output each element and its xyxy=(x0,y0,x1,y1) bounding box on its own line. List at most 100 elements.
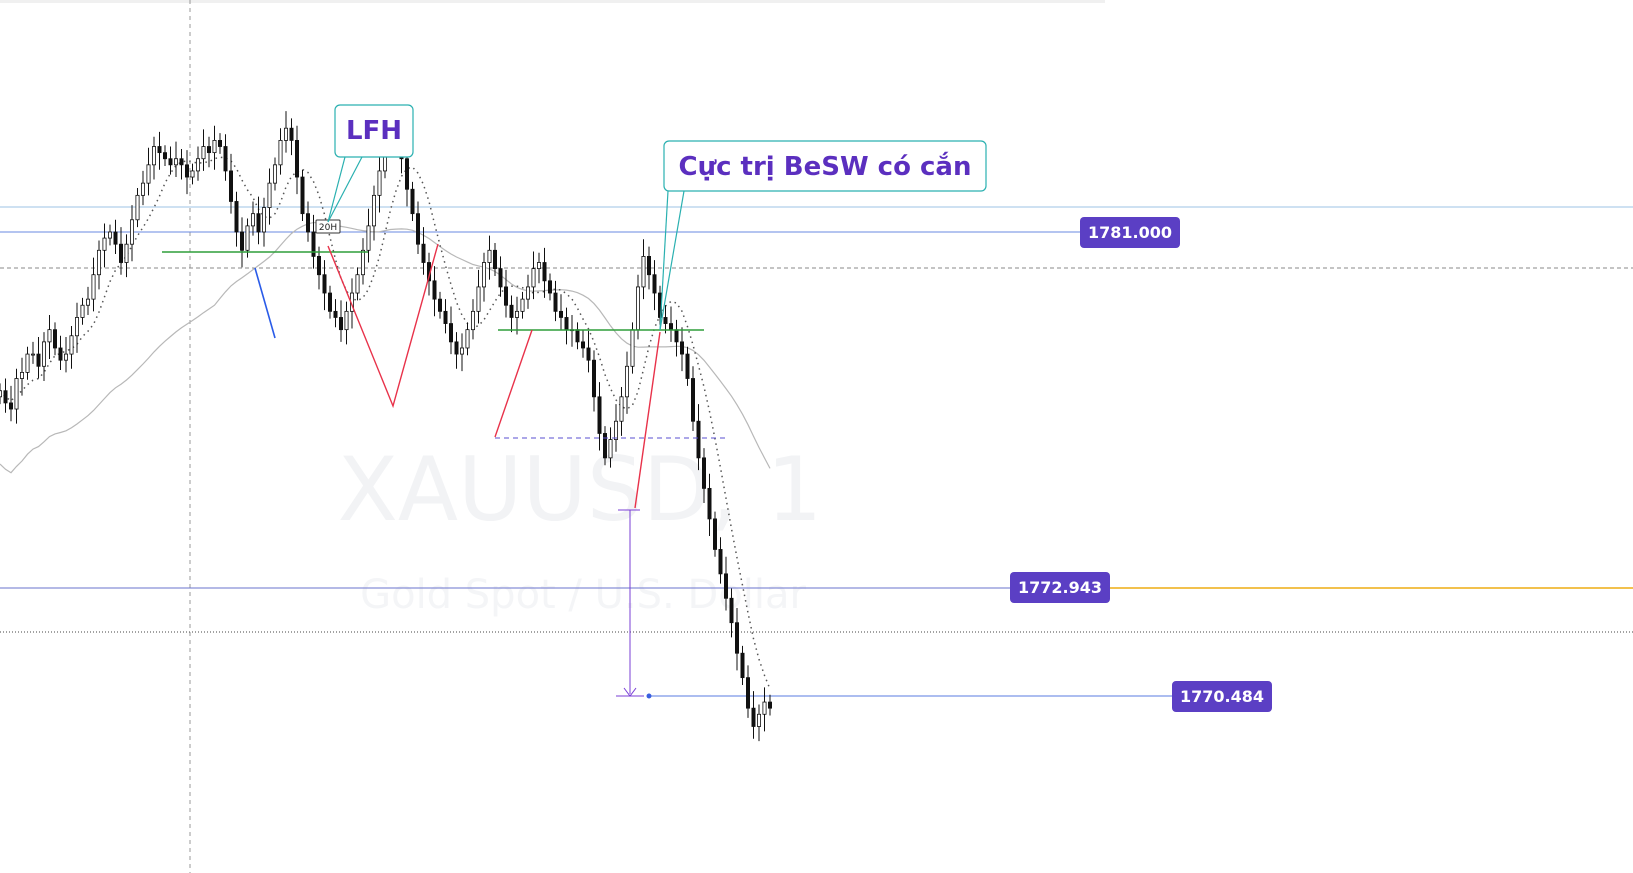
candle-body xyxy=(190,170,195,178)
callout-besw-text: Cực trị BeSW có cắn xyxy=(679,151,972,182)
candle-body xyxy=(30,353,35,356)
price-tag-1781-text: 1781.000 xyxy=(1088,223,1172,242)
price-tag-1781[interactable]: 1781.000 xyxy=(1080,217,1180,248)
candle-body xyxy=(470,310,475,331)
candle-body xyxy=(531,268,536,288)
candle-body xyxy=(625,365,630,398)
fast-moving-average xyxy=(0,156,771,690)
candle-body xyxy=(140,182,145,196)
candle-body xyxy=(168,158,173,166)
candle-body xyxy=(526,286,531,300)
candle-body xyxy=(311,231,316,257)
candle-body xyxy=(735,622,740,654)
candle-body xyxy=(86,298,91,306)
candle-body xyxy=(537,262,542,270)
callout-lfh-box xyxy=(334,104,414,158)
candle-body xyxy=(492,249,497,270)
candle-body xyxy=(614,420,619,440)
callout-lfh[interactable]: LFH xyxy=(327,104,414,223)
candle-body xyxy=(713,518,718,550)
candle-body xyxy=(316,256,321,276)
target-anchor-dot xyxy=(646,693,652,699)
price-tag-1770-bg xyxy=(1172,681,1272,712)
candle-body xyxy=(608,439,613,459)
candle-body xyxy=(652,274,657,294)
candle-body xyxy=(443,310,448,324)
candle-body xyxy=(25,353,30,373)
swing-line-red-3 xyxy=(634,331,661,509)
swing-line-blue xyxy=(254,267,276,339)
candle-body xyxy=(498,268,503,288)
price-tag-1772-bg xyxy=(1010,572,1110,603)
candle-body xyxy=(272,164,277,184)
candle-body xyxy=(157,146,162,154)
candle-body xyxy=(184,164,189,178)
swing-line-red-2 xyxy=(494,329,533,438)
candle-body xyxy=(586,347,591,361)
candle-body xyxy=(113,231,118,245)
candle-body xyxy=(64,353,69,361)
candle-body xyxy=(69,335,74,355)
candle-body xyxy=(751,707,756,727)
candle-body xyxy=(267,182,272,208)
candle-body xyxy=(377,170,382,196)
candle-body xyxy=(129,219,134,245)
candle-body xyxy=(360,249,365,276)
candle-body xyxy=(234,201,239,233)
candle-body xyxy=(415,213,420,245)
candle-body xyxy=(630,329,635,367)
candle-body xyxy=(603,433,608,459)
candle-body xyxy=(421,243,426,263)
candle-body xyxy=(47,329,52,343)
price-tag-1772-text: 1772.943 xyxy=(1018,578,1102,597)
candle-body xyxy=(762,701,767,715)
candle-body xyxy=(344,310,349,331)
candle-body xyxy=(404,158,409,190)
candle-body xyxy=(97,249,102,276)
candle-body xyxy=(42,341,47,367)
price-tag-1770-text: 1770.484 xyxy=(1180,687,1264,706)
candle-body xyxy=(245,225,250,251)
candle-body xyxy=(619,396,624,422)
candle-body xyxy=(553,292,558,312)
candle-body xyxy=(509,304,514,318)
callout-lfh-text: LFH xyxy=(346,116,402,146)
candle-body xyxy=(669,323,674,331)
candle-body xyxy=(75,317,80,337)
candle-body xyxy=(355,274,360,294)
candle-body xyxy=(371,194,376,227)
candle-body xyxy=(322,274,327,294)
candle-body xyxy=(327,292,332,312)
candle-body xyxy=(338,317,343,331)
candle-body xyxy=(278,140,283,166)
candle-body xyxy=(14,378,19,410)
candle-body xyxy=(691,378,696,422)
candle-body xyxy=(217,140,222,147)
candle-body xyxy=(146,164,151,184)
candle-body xyxy=(239,231,244,251)
candle-body xyxy=(333,310,338,318)
slow-moving-average xyxy=(0,221,771,474)
candle-body xyxy=(559,310,564,318)
candle-body xyxy=(212,140,217,154)
price-tag-1781-bg xyxy=(1080,217,1180,248)
candle-body xyxy=(680,341,685,355)
candle-body xyxy=(448,323,453,343)
candle-body xyxy=(366,225,371,251)
candle-body xyxy=(283,127,288,141)
candle-body xyxy=(597,396,602,434)
callout-besw[interactable]: Cực trị BeSW có cắn xyxy=(659,140,987,331)
candle-body xyxy=(459,347,464,355)
candle-body xyxy=(19,371,24,379)
candle-body xyxy=(53,329,58,349)
callout-besw-pointer-b xyxy=(659,190,685,331)
session-marker-label: 20H xyxy=(319,223,337,233)
price-tag-1770[interactable]: 1770.484 xyxy=(1172,681,1272,712)
candle-body xyxy=(410,188,415,215)
candle-body xyxy=(119,243,124,263)
candle-body xyxy=(135,194,140,221)
price-tag-1772[interactable]: 1772.943 xyxy=(1010,572,1110,603)
candle-body xyxy=(503,286,508,306)
